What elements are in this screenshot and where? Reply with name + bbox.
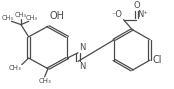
Text: N: N	[79, 62, 85, 71]
Text: ⁻O: ⁻O	[112, 10, 123, 19]
Text: CH₃: CH₃	[15, 12, 27, 18]
Text: CH₃: CH₃	[38, 78, 51, 84]
Text: OH: OH	[50, 11, 65, 21]
Text: N⁺: N⁺	[137, 10, 148, 19]
Text: CH₃: CH₃	[8, 65, 21, 71]
Text: N: N	[79, 43, 85, 52]
Text: CH₃: CH₃	[26, 15, 38, 21]
Text: Cl: Cl	[153, 55, 162, 65]
Text: CH₃: CH₃	[2, 15, 14, 21]
Text: O: O	[133, 1, 140, 10]
